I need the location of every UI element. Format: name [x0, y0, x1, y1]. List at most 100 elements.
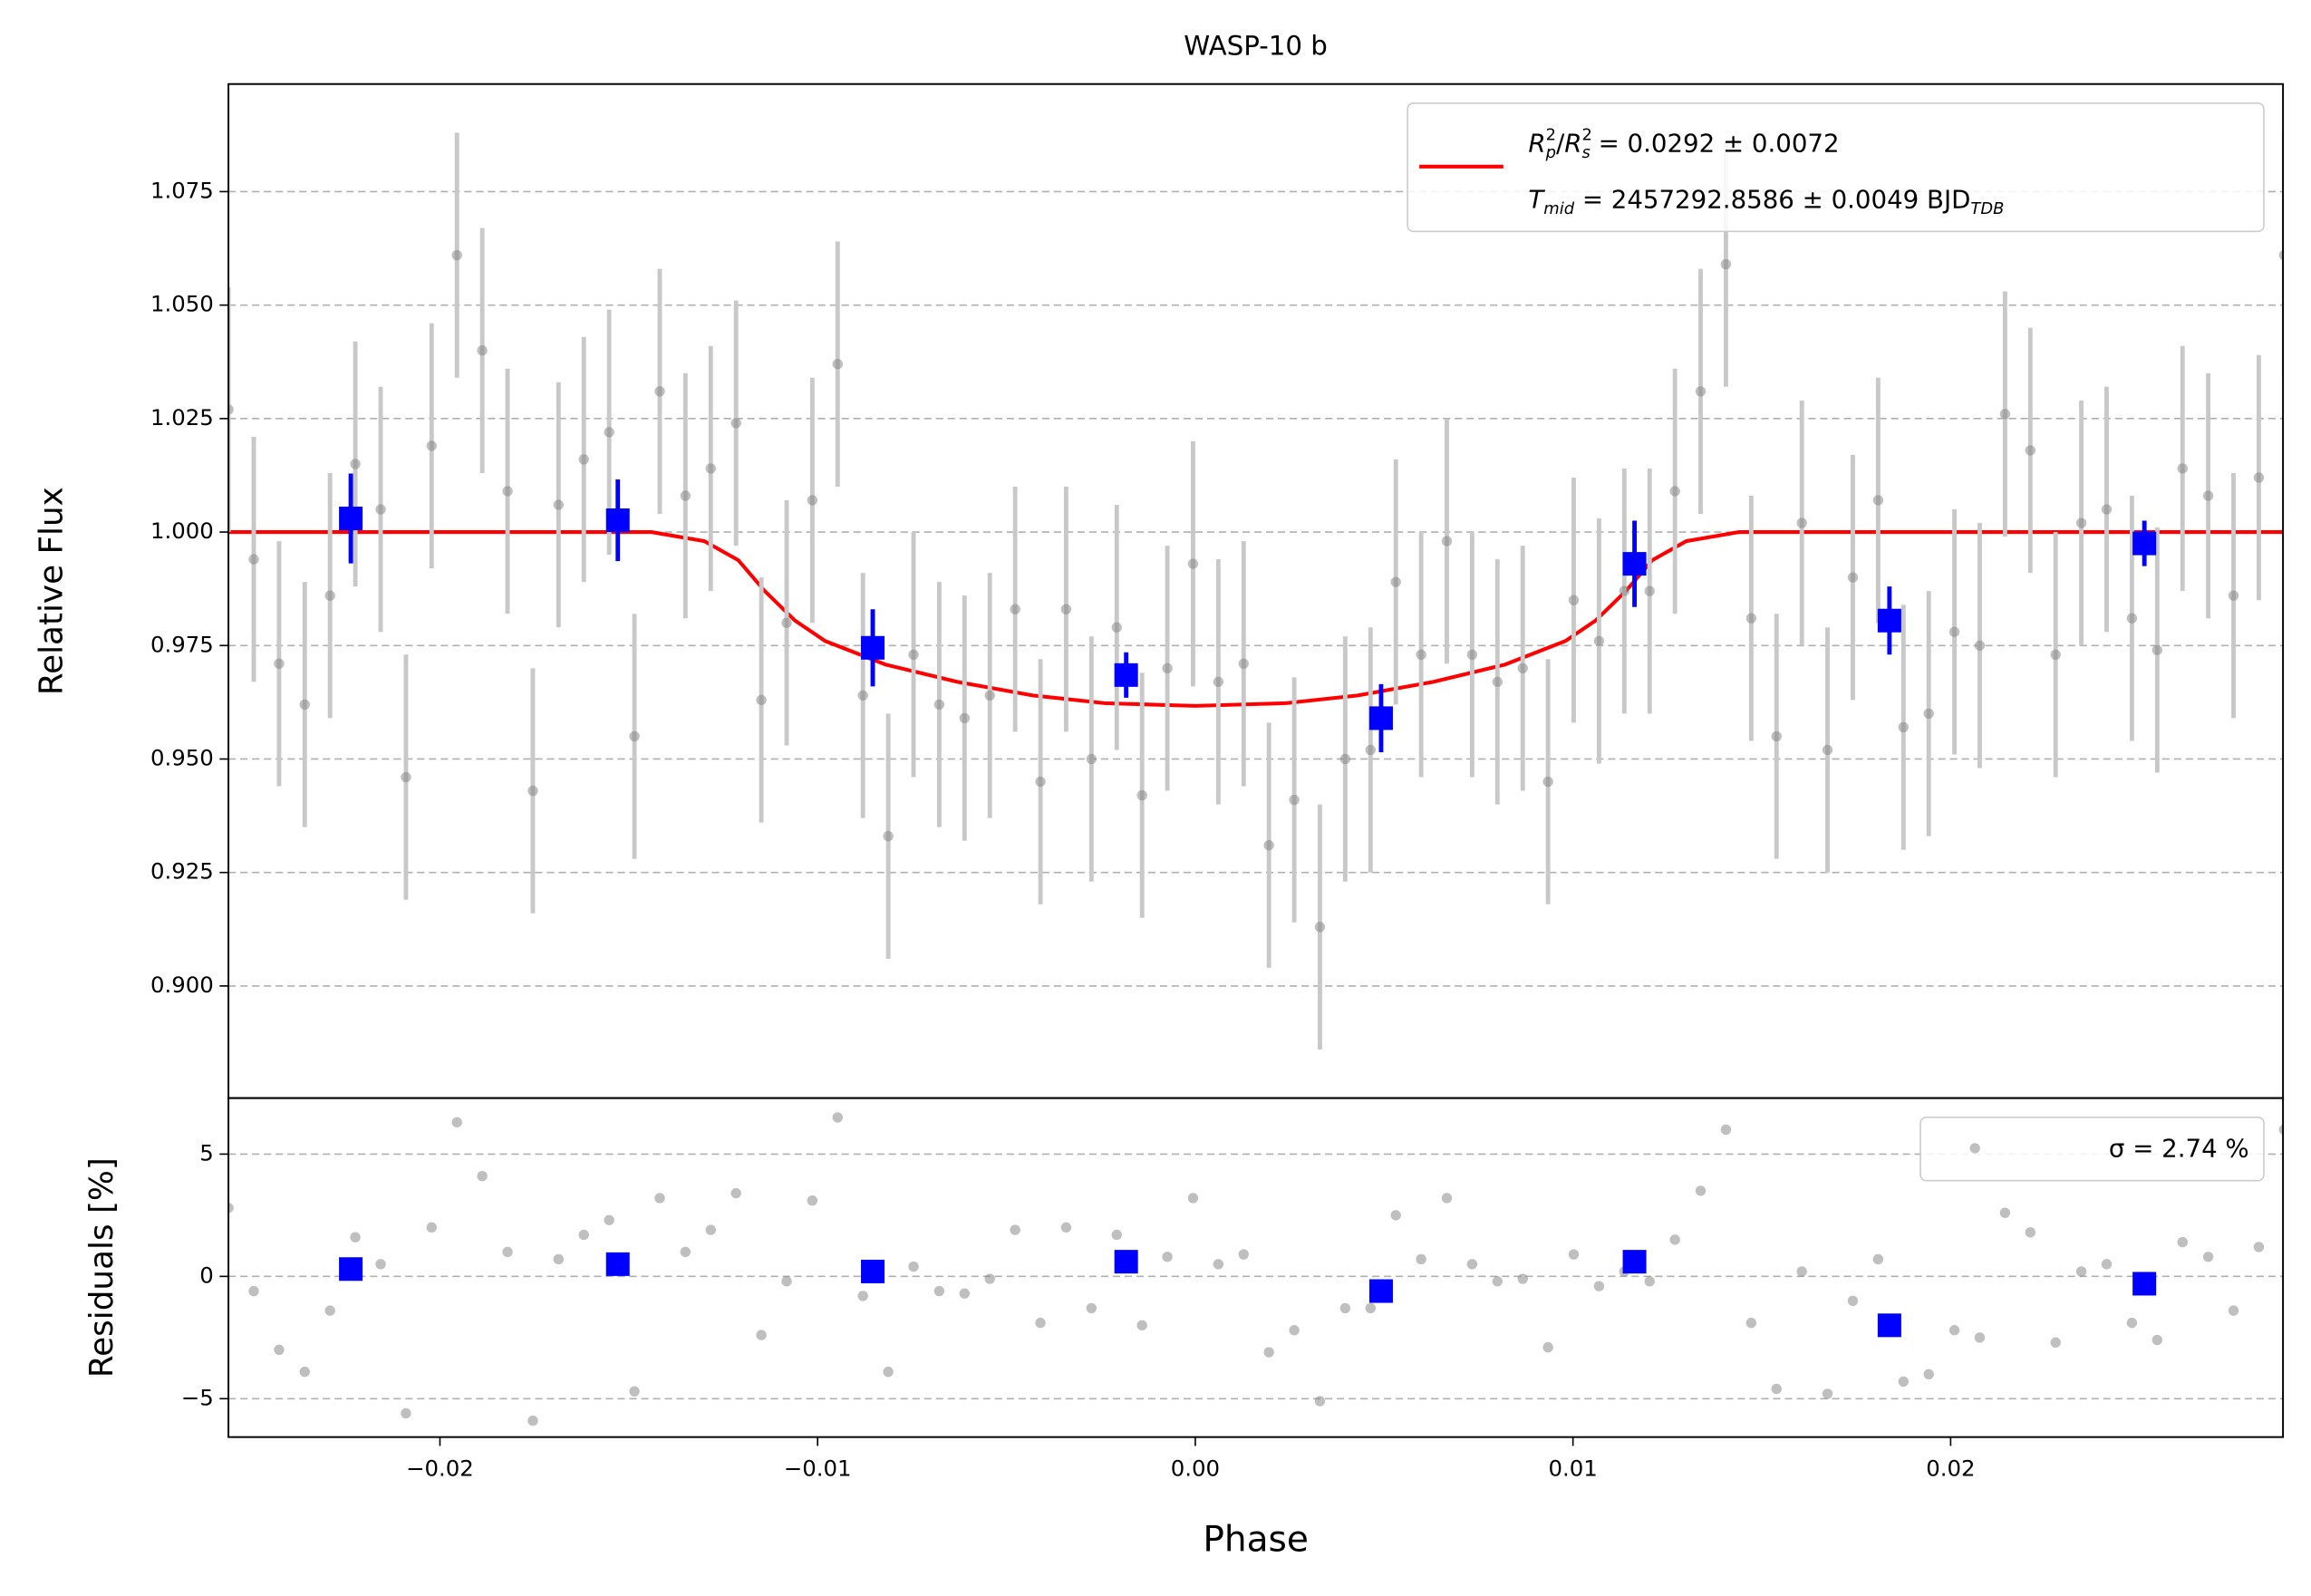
data-point — [705, 463, 716, 474]
residual-point — [1365, 1302, 1376, 1314]
residual-point — [426, 1222, 437, 1233]
residual-point — [1771, 1383, 1782, 1395]
residual-point — [1390, 1210, 1401, 1221]
data-point — [1796, 517, 1807, 528]
residual-point — [705, 1224, 716, 1235]
data-point — [1111, 622, 1122, 633]
y-tick-label: 0.925 — [150, 858, 214, 885]
residual-point — [959, 1288, 970, 1299]
residual-point — [1948, 1325, 1960, 1336]
y-axis-label: Relative Flux — [34, 487, 71, 695]
residual-point — [350, 1232, 361, 1243]
data-point — [1187, 558, 1199, 569]
residual-point — [604, 1214, 614, 1225]
data-point — [1695, 386, 1707, 397]
data-point — [578, 454, 589, 465]
data-point — [274, 658, 285, 669]
data-point — [807, 495, 818, 506]
data-point — [1314, 922, 1326, 933]
data-point — [2025, 445, 2035, 456]
data-point — [2050, 649, 2061, 660]
data-point — [477, 345, 488, 356]
fit-annotation: Tmid = 2457292.8586 ± 0.0049 BJDTDB — [1528, 184, 2004, 218]
data-point — [1593, 635, 1605, 646]
data-point — [756, 694, 767, 706]
legend-swatch — [1969, 1143, 1980, 1154]
residual-point — [2101, 1259, 2113, 1270]
data-point — [1771, 730, 1782, 742]
residual-point — [1644, 1276, 1655, 1287]
chart-title: WASP-10 b — [1184, 31, 1328, 62]
y-tick-label: 1.000 — [150, 517, 214, 544]
binned-point — [339, 507, 363, 531]
residual-point — [1745, 1317, 1757, 1329]
data-point — [2101, 504, 2113, 515]
y-axis-label: Residuals [%] — [83, 1157, 121, 1378]
data-point — [1060, 604, 1072, 614]
data-point — [1162, 663, 1173, 674]
data-point — [1035, 776, 1046, 788]
y-tick-label: 1.025 — [150, 404, 214, 430]
data-point — [2151, 644, 2163, 655]
binned-residual — [1622, 1250, 1647, 1274]
data-point — [1263, 839, 1274, 851]
data-point — [375, 504, 386, 515]
plot-area — [228, 132, 2284, 1050]
data-point — [228, 404, 234, 415]
legend-box — [1919, 1116, 2265, 1182]
data-point — [324, 590, 335, 601]
residual-point — [1213, 1259, 1224, 1270]
residual-point — [1542, 1341, 1553, 1353]
data-point — [502, 486, 513, 497]
residual-point — [1872, 1253, 1884, 1265]
residual-point — [1974, 1332, 1986, 1343]
residual-point — [2050, 1337, 2061, 1348]
x-tick-label: −0.01 — [784, 1455, 852, 1481]
data-point — [1822, 744, 1833, 756]
residual-point — [527, 1415, 538, 1427]
binned-residual — [339, 1257, 363, 1282]
data-point — [1213, 676, 1224, 688]
data-point — [730, 418, 741, 429]
residual-point — [857, 1291, 868, 1301]
data-point — [401, 771, 411, 783]
residual-point — [401, 1407, 411, 1419]
data-point — [1517, 663, 1528, 674]
residual-point — [984, 1273, 995, 1284]
data-point — [2075, 517, 2087, 528]
legend-label: σ = 2.74 % — [2109, 1134, 2249, 1164]
plot-area — [228, 1112, 2284, 1427]
data-point — [984, 690, 995, 701]
data-point — [1923, 708, 1934, 720]
residual-point — [756, 1330, 767, 1340]
data-point — [1542, 776, 1553, 788]
residual-point — [1187, 1193, 1199, 1204]
residual-point — [274, 1344, 285, 1356]
x-tick-label: 0.01 — [1549, 1455, 1598, 1481]
binned-residual — [1114, 1250, 1138, 1274]
residual-point — [781, 1276, 792, 1287]
data-point — [629, 730, 640, 742]
data-point — [1238, 658, 1249, 669]
data-point — [604, 427, 614, 438]
data-point — [781, 617, 792, 628]
residual-point — [2202, 1252, 2214, 1262]
residual-point — [680, 1246, 691, 1258]
residual-point — [451, 1117, 462, 1128]
residual-point — [2075, 1266, 2087, 1277]
legend-box — [1407, 102, 2265, 233]
residual-point — [578, 1229, 589, 1241]
data-point — [451, 249, 462, 261]
residual-point — [1314, 1396, 1326, 1407]
residual-point — [1162, 1252, 1173, 1262]
data-point — [2278, 249, 2284, 261]
y-tick-label: 1.050 — [150, 291, 214, 317]
legend: R2 p/R2 s = 0.0292 ± 0.0072 Tmid = 2457292… — [1407, 102, 2265, 233]
y-tick-label: 0 — [199, 1262, 214, 1288]
residual-point — [1695, 1185, 1707, 1196]
data-point — [1669, 486, 1680, 497]
data-point — [654, 386, 665, 397]
residual-point — [1136, 1320, 1147, 1331]
